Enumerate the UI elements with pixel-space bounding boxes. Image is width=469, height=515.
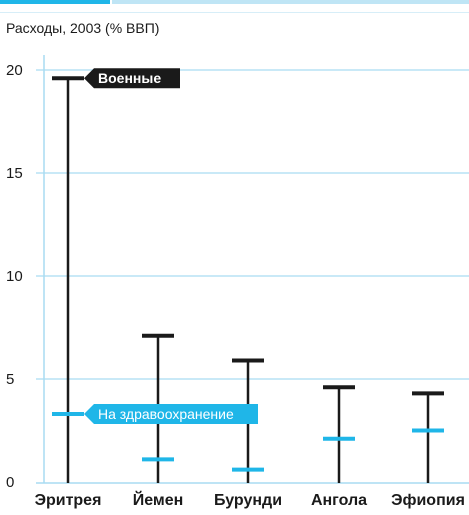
health-callout-label: На здравоохранение — [98, 406, 234, 422]
category-label: Бурунди — [214, 492, 282, 509]
y-tick-label: 0 — [6, 474, 14, 491]
y-tick-label: 20 — [6, 62, 23, 79]
category-label: Эфиопия — [391, 492, 465, 509]
y-tick-label: 5 — [6, 371, 14, 388]
military-callout-box — [84, 68, 180, 89]
top-accent-bar — [0, 0, 469, 16]
health-callout-box — [84, 404, 258, 425]
military-callout-label: Военные — [98, 70, 161, 86]
y-tick-label: 10 — [6, 268, 23, 285]
y-tick-label: 15 — [6, 165, 23, 182]
category-label: Эритрея — [35, 492, 102, 509]
category-label: Йемен — [133, 490, 184, 509]
category-label: Ангола — [311, 492, 367, 509]
y-axis-title: Расходы, 2003 (% ВВП) — [6, 20, 160, 36]
